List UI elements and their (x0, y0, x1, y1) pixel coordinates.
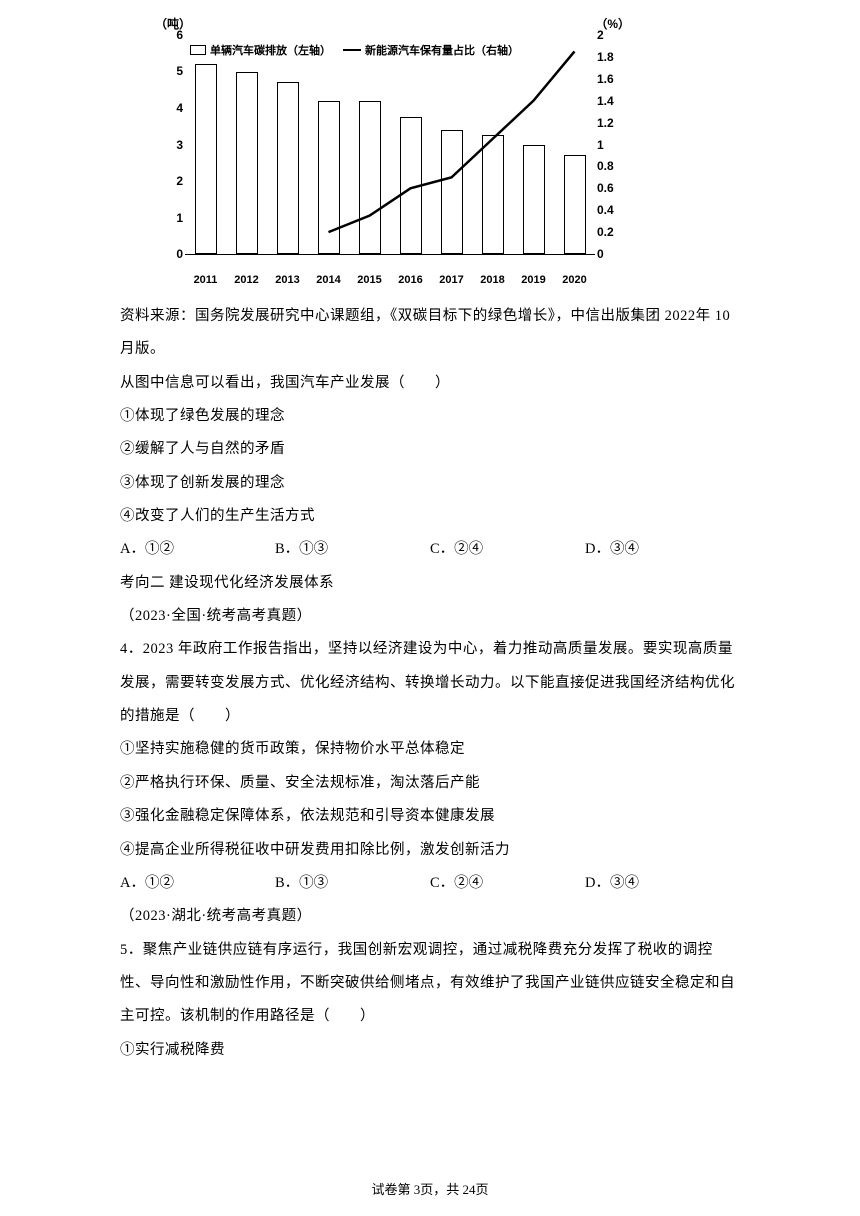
q4-opt-a: A．①② (120, 867, 275, 900)
q5-full: 5．聚焦产业链供应链有序运行，我国创新宏观调控，通过减税降费充分发挥了税收的调控… (120, 934, 740, 1034)
page-footer: 试卷第 3页，共 24页 (0, 1179, 860, 1198)
q3-s3: ③体现了创新发展的理念 (120, 467, 740, 500)
q4-s2: ②严格执行环保、质量、安全法规标准，淘汰落后产能 (120, 767, 740, 800)
q4-s1: ①坚持实施稳健的货币政策，保持物价水平总体稳定 (120, 733, 740, 766)
q4-s4: ④提高企业所得税征收中研发费用扣除比例，激发创新活力 (120, 834, 740, 867)
q3-s2: ②缓解了人与自然的矛盾 (120, 433, 740, 466)
chart-area: （吨） （%） 单辆汽车碳排放（左轴） 新能源汽车保有量占比（右轴） 01234… (160, 20, 620, 280)
q4-s3: ③强化金融稳定保障体系，依法规范和引导资本健康发展 (120, 800, 740, 833)
q3-stem: 从图中信息可以看出，我国汽车产业发展（ ） (120, 367, 740, 400)
left-axis-unit: （吨） (155, 15, 191, 32)
exam-source-1: （2023·全国·统考高考真题） (120, 600, 740, 633)
q3-s4: ④改变了人们的生产生活方式 (120, 500, 740, 533)
q3-s1: ①体现了绿色发展的理念 (120, 400, 740, 433)
q4-stem: 2023 年政府工作报告指出，坚持以经济建设为中心，着力推动高质量发展。要实现高… (120, 641, 735, 724)
q4-full: 4．2023 年政府工作报告指出，坚持以经济建设为中心，着力推动高质量发展。要实… (120, 633, 740, 733)
q5-num: 5． (120, 942, 143, 958)
q5-stem: 聚焦产业链供应链有序运行，我国创新宏观调控，通过减税降费充分发挥了税收的调控性、… (120, 942, 735, 1025)
right-y-ticks: 00.20.40.60.811.21.41.61.82 (597, 35, 623, 254)
source-text: 资料来源：国务院发展研究中心课题组，《双碳目标下的绿色增长》，中信出版集团 20… (120, 300, 740, 367)
q3-opt-c: C．②④ (430, 533, 585, 566)
chart-plot: 0123456 00.20.40.60.811.21.41.61.82 2011… (185, 35, 595, 255)
q4-num: 4． (120, 641, 143, 657)
exam-source-2: （2023·湖北·统考高考真题） (120, 900, 740, 933)
q3-opt-d: D．③④ (585, 533, 740, 566)
q4-opt-d: D．③④ (585, 867, 740, 900)
q4-opt-b: B．①③ (275, 867, 430, 900)
document-body: 资料来源：国务院发展研究中心课题组，《双碳目标下的绿色增长》，中信出版集团 20… (120, 300, 740, 1067)
q5-s1: ①实行减税降费 (120, 1034, 740, 1067)
q4-options: A．①② B．①③ C．②④ D．③④ (120, 867, 740, 900)
q4-opt-c: C．②④ (430, 867, 585, 900)
q3-options: A．①② B．①③ C．②④ D．③④ (120, 533, 740, 566)
heading-2: 考向二 建设现代化经济发展体系 (120, 567, 740, 600)
q3-opt-a: A．①② (120, 533, 275, 566)
line-chart (185, 35, 595, 254)
left-y-ticks: 0123456 (165, 35, 183, 254)
q3-opt-b: B．①③ (275, 533, 430, 566)
